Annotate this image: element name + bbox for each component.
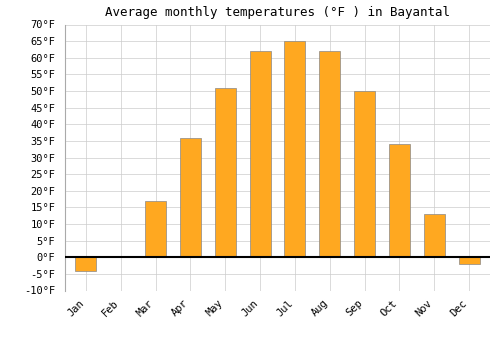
Title: Average monthly temperatures (°F ) in Bayantal: Average monthly temperatures (°F ) in Ba… xyxy=(105,6,450,19)
Bar xyxy=(389,144,410,257)
Bar xyxy=(76,257,96,271)
Bar xyxy=(320,51,340,257)
Bar xyxy=(458,257,479,264)
Bar xyxy=(284,41,306,257)
Bar xyxy=(215,88,236,257)
Bar xyxy=(145,201,166,257)
Bar xyxy=(424,214,444,257)
Bar xyxy=(180,138,201,257)
Bar xyxy=(354,91,375,257)
Bar xyxy=(250,51,270,257)
